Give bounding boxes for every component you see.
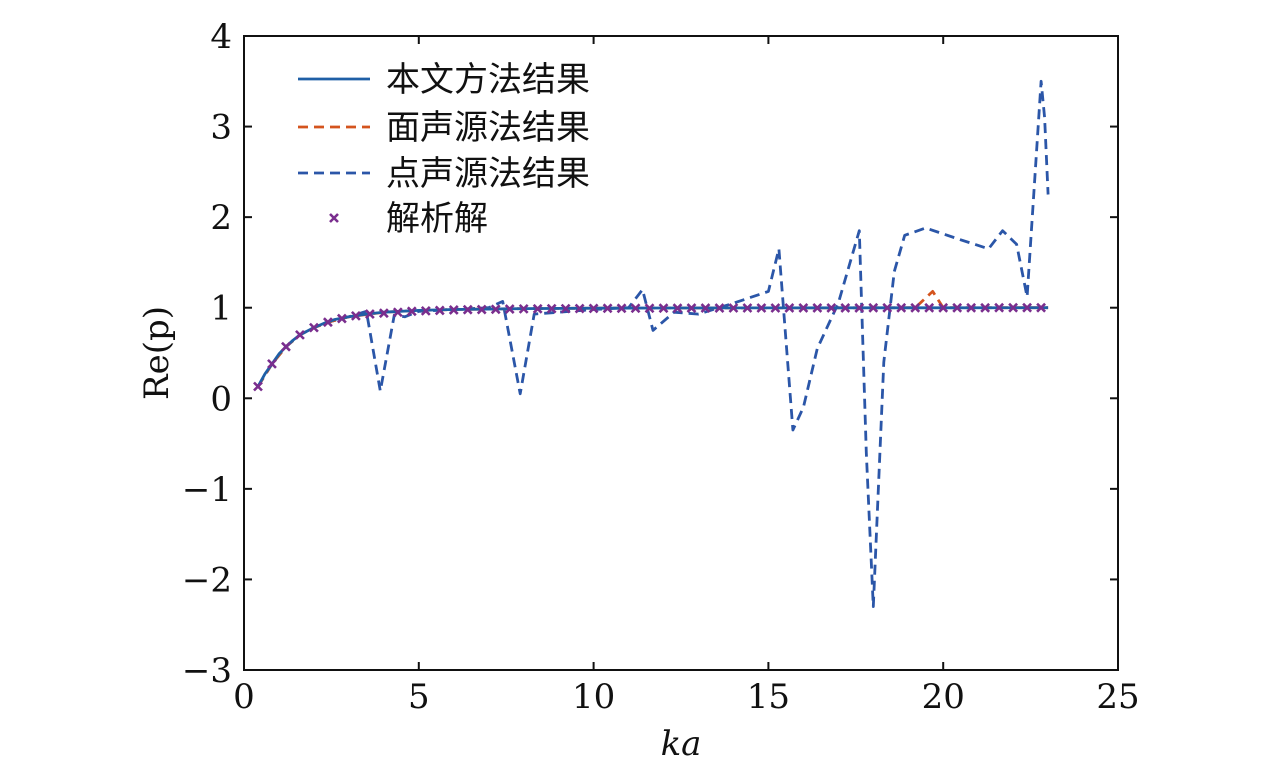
analytic-point-marker: [994, 302, 1005, 313]
analytic-point-marker: [784, 302, 795, 313]
analytic-point-marker: [924, 302, 935, 313]
analytic-point-marker: [896, 302, 907, 313]
x-tick-label: 25: [1096, 677, 1139, 717]
series-layer: [253, 79, 1050, 608]
analytic-point-marker: [938, 302, 949, 313]
analytic-point-marker: [588, 303, 599, 314]
legend-item-point-source: 点声源法结果: [298, 154, 590, 194]
analytic-point-marker: [756, 303, 767, 313]
legend-label: 面声源法结果: [386, 108, 590, 148]
analytic-point-marker: [518, 303, 529, 314]
analytic-point-marker: [448, 305, 459, 315]
analytic-point-marker: [672, 303, 683, 314]
analytic-point-marker: [378, 308, 389, 319]
analytic-point-marker: [336, 313, 347, 324]
analytic-point-marker: [364, 309, 375, 319]
legend-item-solution: 本文方法结果: [298, 60, 590, 100]
analytic-point-marker: [714, 303, 725, 313]
x-tick-label: 5: [408, 677, 430, 717]
y-axis-label: Re(p): [137, 306, 177, 400]
analytic-series: [253, 302, 1047, 392]
y-tick-label: 1: [210, 289, 232, 329]
analytic-point-marker: [728, 303, 739, 313]
analytic-point-marker: [322, 317, 333, 328]
analytic-point-marker: [910, 302, 921, 313]
analytic-point-marker: [602, 303, 613, 314]
analytic-point-marker: [574, 303, 585, 314]
analytic-point-marker: [798, 302, 809, 313]
analytic-point-marker: [868, 302, 879, 313]
analytic-point-marker: [630, 303, 641, 314]
analytic-point-marker: [658, 303, 669, 314]
x-axis-label: ka: [661, 724, 702, 764]
analytic-point-marker: [826, 302, 837, 313]
analytic-point-marker: [420, 305, 431, 316]
legend-item-surface-source: 面声源法结果: [298, 108, 590, 148]
point-source-series-line: [256, 79, 1050, 608]
analytic-point-marker: [476, 304, 487, 315]
analytic-point-marker: [490, 304, 501, 315]
analytic-point-marker: [267, 358, 277, 369]
plot-frame: [243, 35, 1119, 671]
analytic-point-marker: [616, 303, 627, 314]
analytic-point-marker: [980, 302, 991, 313]
legend-marker: [329, 213, 339, 223]
legend-item-analytic: 解析解: [329, 199, 488, 239]
analytic-point-marker: [812, 302, 823, 313]
analytic-point-marker: [392, 307, 403, 318]
analytic-point-marker: [854, 302, 865, 313]
analytic-point-marker: [1008, 302, 1019, 313]
x-tick-label: 0: [233, 677, 255, 717]
y-tick-label: −2: [182, 560, 232, 600]
analytic-point-marker: [281, 341, 291, 352]
analytic-point-marker: [560, 303, 571, 314]
y-tick-label: −1: [182, 470, 232, 510]
analytic-point-marker: [770, 303, 781, 313]
analytic-point-marker: [546, 303, 557, 314]
analytic-point-marker: [966, 302, 977, 313]
analytic-point-marker: [742, 303, 753, 313]
analytic-point-marker: [532, 303, 543, 314]
analytic-point-marker: [309, 322, 319, 333]
y-tick-label: 0: [210, 379, 232, 419]
analytic-point-marker: [434, 305, 445, 316]
analytic-point-marker: [1036, 302, 1047, 313]
x-tick-label: 10: [572, 677, 615, 717]
analytic-point-marker: [882, 302, 893, 313]
analytic-point-marker: [700, 303, 711, 313]
analytic-point-marker: [504, 304, 515, 314]
legend-label: 点声源法结果: [386, 154, 590, 194]
y-tick-label: 3: [210, 108, 232, 148]
x-tick-label: 20: [922, 677, 965, 717]
y-tick-label: 4: [210, 17, 232, 57]
legend-label: 本文方法结果: [386, 60, 590, 100]
analytic-point-marker: [462, 304, 473, 315]
analytic-point-marker: [840, 302, 851, 313]
analytic-point-marker: [295, 329, 305, 340]
analytic-point-marker: [644, 303, 655, 314]
analytic-point-marker: [350, 310, 361, 321]
analytic-point-marker: [1022, 302, 1033, 313]
ticks-layer: 0 5 10 15 20 25 −3 −2 −1 0 1 2 3 4: [182, 17, 1140, 717]
x-tick-label: 15: [747, 677, 790, 717]
analytic-point-marker: [952, 302, 963, 313]
legend-label: 解析解: [386, 199, 488, 239]
y-tick-label: −3: [182, 651, 232, 691]
analytic-point-marker: [686, 303, 697, 313]
y-tick-label: 2: [210, 198, 232, 238]
analytic-point-marker: [406, 306, 417, 317]
analytic-point-marker: [253, 381, 263, 392]
